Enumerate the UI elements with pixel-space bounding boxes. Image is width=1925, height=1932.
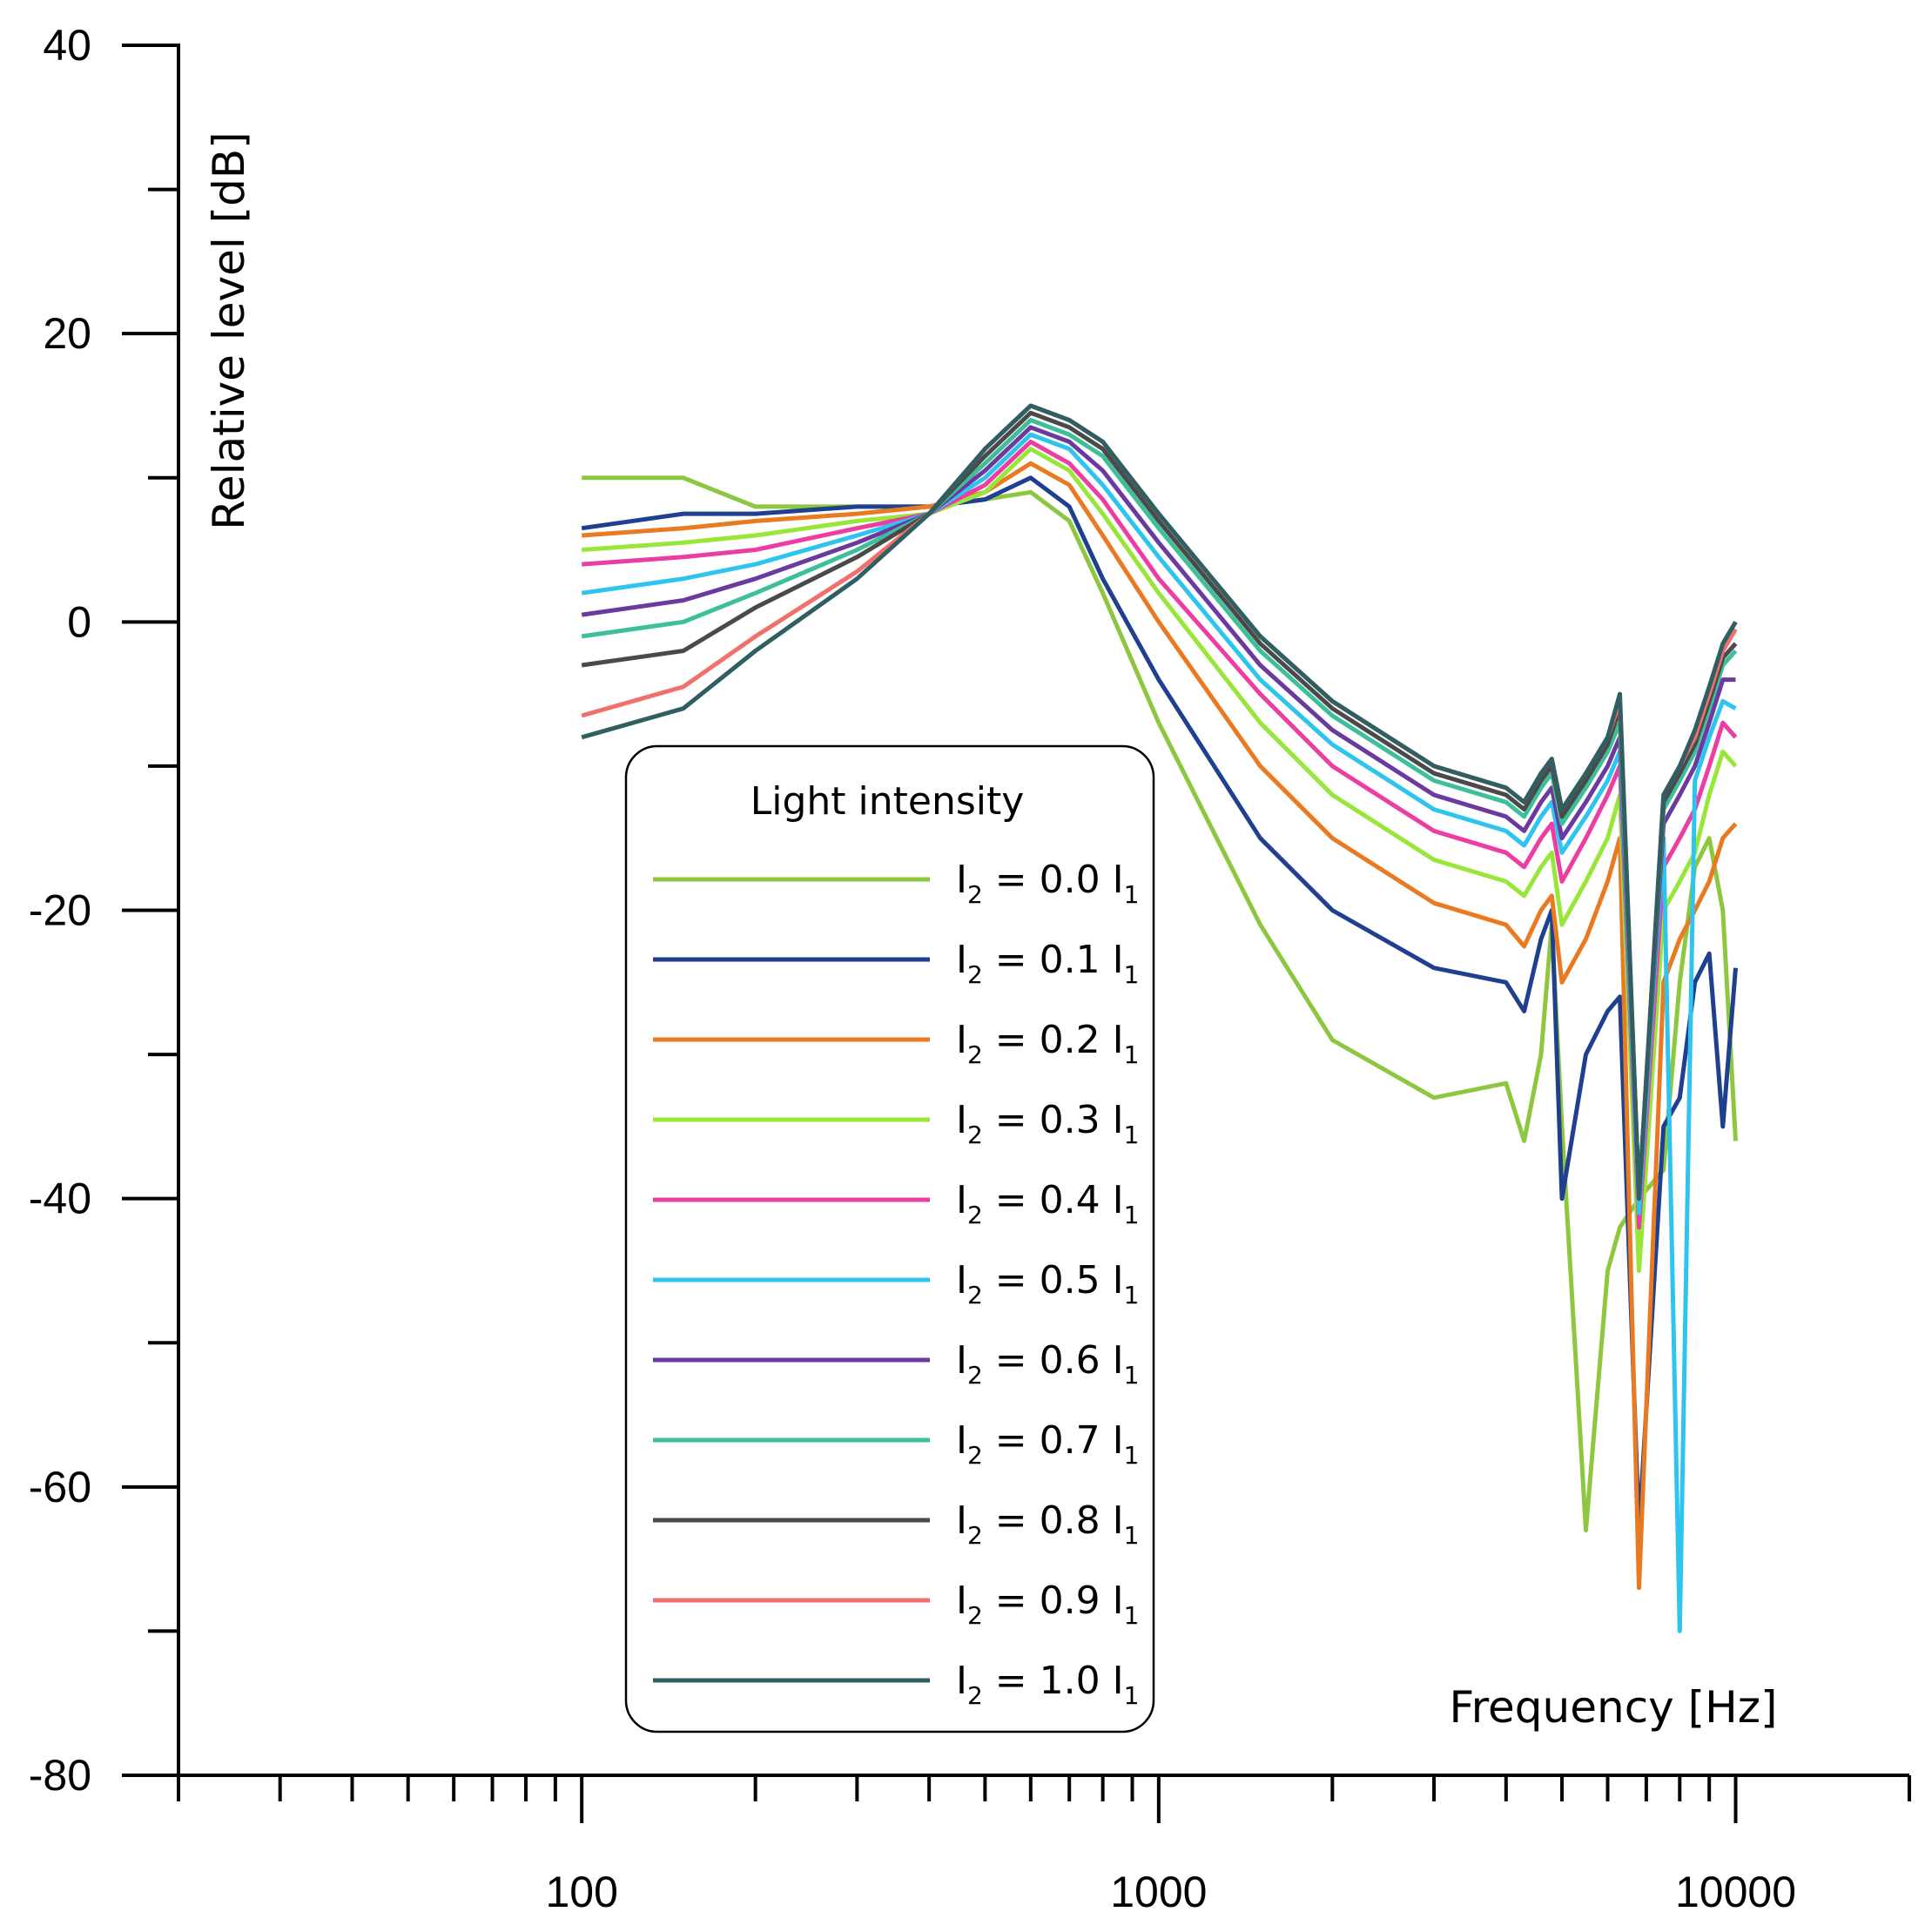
y-tick-label: -40 (29, 1175, 91, 1223)
y-tick-label: -20 (29, 886, 91, 935)
y-tick-label: -60 (29, 1463, 91, 1511)
legend-label-10: I2 = 1.0 I1 (956, 1659, 1139, 1710)
series-line-5 (581, 432, 1737, 1633)
axes: 40 20 0 -20 -40 -60 -80 100 1000 10000 (29, 21, 1911, 1916)
legend-title: Light intensity (750, 779, 1025, 824)
series-line-7 (581, 418, 1738, 1202)
x-axis-title: Frequency [Hz] (1449, 1682, 1777, 1733)
y-axis-title: Relative level [dB] (204, 131, 254, 529)
x-tick-label: 10000 (1675, 1868, 1796, 1916)
legend-label-3: I2 = 0.3 I1 (956, 1098, 1139, 1149)
x-tick-label: 100 (545, 1868, 617, 1916)
legend-label-1: I2 = 0.1 I1 (956, 938, 1139, 989)
legend-label-7: I2 = 0.7 I1 (956, 1418, 1139, 1470)
series-line-10 (581, 403, 1738, 1202)
y-tick-label: 20 (43, 309, 91, 358)
legend-label-8: I2 = 0.8 I1 (956, 1498, 1139, 1550)
legend-label-4: I2 = 0.4 I1 (956, 1178, 1139, 1229)
x-tick-label: 1000 (1110, 1868, 1207, 1916)
y-tick-label: 40 (43, 21, 91, 70)
series-layer (581, 403, 1738, 1633)
legend-label-6: I2 = 0.6 I1 (956, 1338, 1139, 1390)
series-line-4 (582, 439, 1738, 1230)
legend-label-2: I2 = 0.2 I1 (956, 1018, 1139, 1069)
legend-label-0: I2 = 0.0 I1 (956, 858, 1139, 909)
legend-box (624, 744, 1155, 1733)
series-line-6 (581, 425, 1736, 1202)
legend-label-5: I2 = 0.5 I1 (956, 1258, 1139, 1309)
y-tick-label: -80 (29, 1751, 91, 1800)
y-tick-label: 0 (67, 597, 91, 646)
legend-label-9: I2 = 0.9 I1 (956, 1579, 1139, 1630)
series-line-8 (581, 410, 1738, 1202)
series-line-3 (582, 447, 1738, 1273)
legend-entries: I2 = 0.0 I1 I2 = 0.1 I1 I2 = 0.2 I1 I2 = 0.… (653, 858, 1139, 1710)
